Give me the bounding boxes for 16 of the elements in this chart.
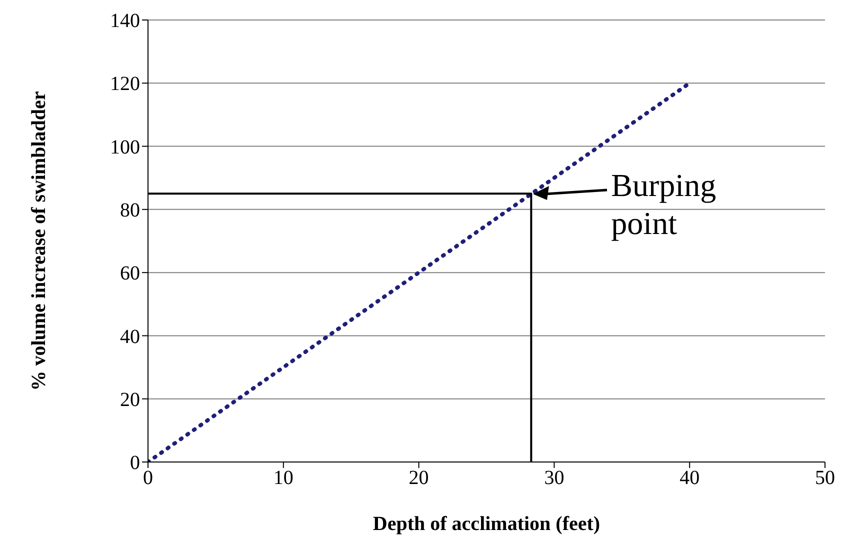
- x-axis-title: Depth of acclimation (feet): [372, 513, 600, 535]
- x-tick-label: 20: [408, 467, 429, 490]
- x-tick-label: 40: [680, 467, 700, 490]
- annotation: Burping point: [611, 166, 718, 242]
- y-tick-label: 100: [110, 136, 140, 158]
- y-tick-label: 140: [110, 10, 140, 32]
- y-tick-label: 40: [120, 326, 140, 348]
- y-tick-label: 20: [120, 388, 140, 411]
- y-tick-label: 120: [110, 73, 140, 96]
- y-axis-title: % volume increase of swimbladder: [28, 91, 50, 391]
- x-tick-label: 30: [544, 467, 564, 490]
- x-tick-label: 50: [815, 467, 835, 490]
- x-tick-label: 10: [273, 467, 294, 490]
- y-tick-label: 0: [130, 452, 140, 474]
- y-tick-label: 60: [120, 262, 140, 285]
- y-tick-label: 80: [120, 200, 140, 222]
